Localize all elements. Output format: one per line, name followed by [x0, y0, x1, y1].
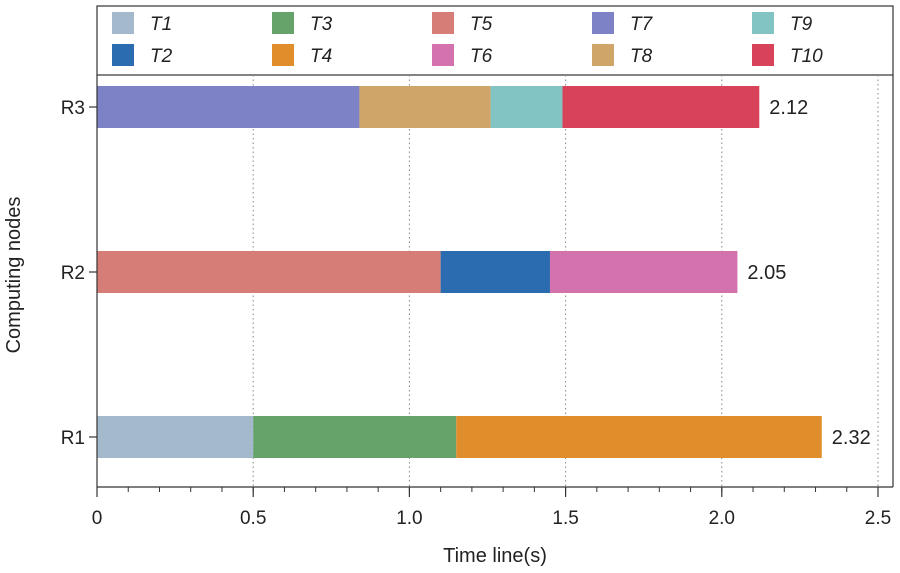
x-tick-label: 2.5 — [865, 508, 891, 529]
bar-segment-r2-t2 — [440, 251, 550, 293]
legend-label-t5: T5 — [470, 14, 493, 35]
legend-swatch-t4 — [272, 44, 294, 66]
bar-segment-r1-t3 — [253, 416, 457, 458]
legend-label-t6: T6 — [470, 46, 493, 67]
legend-swatch-t1 — [112, 12, 134, 34]
legend-label-t10: T10 — [790, 46, 823, 67]
legend-label-t3: T3 — [310, 14, 333, 35]
legend-swatch-t7 — [592, 12, 614, 34]
legend-label-t9: T9 — [790, 14, 813, 35]
bars: 2.32 2.05 2.12 — [97, 86, 871, 458]
x-tick-label: 0.5 — [240, 508, 266, 529]
bar-segment-r3-t10 — [562, 86, 760, 128]
bar-segment-r2-t5 — [97, 251, 441, 293]
legend-label-t1: T1 — [150, 14, 172, 35]
bar-segment-r2-t6 — [549, 251, 738, 293]
y-tick-label-r1: R1 — [61, 428, 85, 449]
y-axis-label: Computing nodes — [3, 197, 25, 354]
legend-label-t4: T4 — [310, 46, 332, 67]
legend-swatch-t5 — [432, 12, 454, 34]
x-tick-label: 2.0 — [709, 508, 735, 529]
bar-segment-r3-t7 — [97, 86, 360, 128]
x-tick-label: 1.5 — [552, 508, 578, 529]
legend-swatch-t2 — [112, 44, 134, 66]
bar-segment-r1-t4 — [456, 416, 822, 458]
legend-label-t8: T8 — [630, 46, 653, 67]
legend-frame — [96, 5, 894, 76]
x-axis-label: Time line(s) — [443, 545, 547, 567]
total-label-r3: 2.12 — [769, 97, 808, 119]
bar-segment-r1-t1 — [97, 416, 254, 458]
total-label-r2: 2.05 — [747, 262, 786, 284]
bar-segment-r3-t9 — [490, 86, 563, 128]
legend-swatch-t9 — [752, 12, 774, 34]
y-tick-label-r2: R2 — [61, 263, 85, 284]
legend-label-t2: T2 — [150, 46, 173, 67]
x-tick-label: 0 — [92, 508, 103, 529]
legend-swatch-t6 — [432, 44, 454, 66]
legend: T1 T2 T3 T4 T5 T6 T7 T8 T9 T10 — [96, 5, 894, 76]
bar-segment-r3-t8 — [359, 86, 491, 128]
axes: 0 0.5 1.0 1.5 2.0 2.5 R1 R2 R3 — [61, 75, 894, 529]
y-tick-label-r3: R3 — [61, 98, 85, 119]
total-label-r1: 2.32 — [832, 427, 871, 449]
legend-label-t7: T7 — [630, 14, 654, 35]
x-tick-label: 1.0 — [396, 508, 422, 529]
legend-swatch-t10 — [752, 44, 774, 66]
legend-swatch-t8 — [592, 44, 614, 66]
legend-swatch-t3 — [272, 12, 294, 34]
